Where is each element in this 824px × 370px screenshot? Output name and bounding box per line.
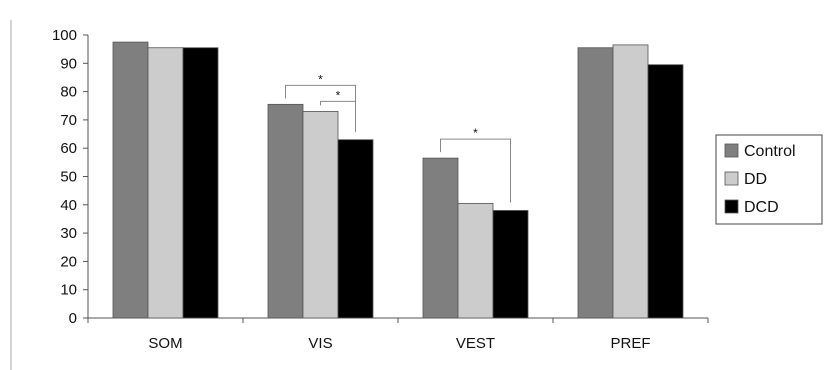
y-tick-label: 50: [60, 169, 77, 186]
bar-dcd-vis: [337, 139, 374, 319]
y-axis: 0 10 20 30 40 50 60 70 80 90 100: [52, 27, 89, 327]
significance-brackets: * * *: [285, 72, 511, 203]
bar-dd-som: [147, 47, 184, 319]
significance-label: *: [336, 88, 341, 102]
y-tick-label: 40: [60, 197, 77, 214]
legend-label-control: Control: [744, 143, 796, 160]
significance-label: *: [473, 126, 478, 140]
bars: [112, 41, 684, 319]
significance-bracket: [440, 138, 511, 203]
bar-control-pref: [577, 47, 614, 319]
x-category-label: PREF: [610, 335, 650, 352]
x-category-label: VEST: [456, 335, 495, 352]
x-category-label: VIS: [308, 335, 332, 352]
y-tick-label: 60: [60, 140, 77, 157]
significance-bracket: [320, 100, 356, 132]
bar-control-som: [112, 41, 149, 319]
legend-label-dcd: DCD: [744, 199, 779, 216]
y-tick-label: 10: [60, 282, 77, 299]
legend-label-dd: DD: [744, 171, 767, 188]
y-tick-label: 90: [60, 55, 77, 72]
y-tick-label: 30: [60, 225, 77, 242]
x-axis: SOM VIS VEST PREF: [87, 317, 709, 352]
y-tick-label: 70: [60, 112, 77, 129]
bar-control-vis: [267, 103, 304, 319]
legend: Control DD DCD: [715, 134, 823, 225]
x-category-label: SOM: [148, 335, 182, 352]
bar-dd-pref: [612, 44, 649, 319]
y-tick-label: 20: [60, 253, 77, 270]
legend-swatch-dd: [724, 171, 739, 186]
legend-swatch-control: [724, 143, 739, 158]
bar-dd-vis: [302, 111, 339, 319]
bar-dd-vest: [457, 202, 494, 319]
significance-label: *: [318, 72, 323, 86]
y-tick-label: 80: [60, 84, 77, 101]
bar-dcd-pref: [647, 64, 684, 319]
bar-dcd-vest: [492, 210, 529, 319]
bar-dcd-som: [182, 47, 219, 319]
bar-control-vest: [422, 157, 459, 319]
legend-swatch-dcd: [724, 199, 739, 214]
y-tick-label: 100: [52, 27, 77, 44]
y-tick-label: 0: [69, 310, 77, 327]
